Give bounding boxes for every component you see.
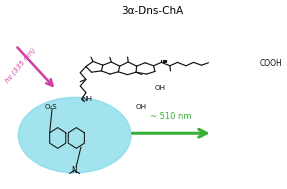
Circle shape <box>18 97 131 173</box>
Text: N: N <box>71 166 77 175</box>
Text: ~ 510 nm: ~ 510 nm <box>150 112 192 121</box>
Text: OH: OH <box>135 104 146 110</box>
Text: hν (335 nm): hν (335 nm) <box>4 47 37 84</box>
Text: COOH: COOH <box>259 59 282 68</box>
Text: NH: NH <box>82 96 93 102</box>
Text: 3α-Dns-ChA: 3α-Dns-ChA <box>121 6 183 16</box>
Text: O₂S: O₂S <box>45 104 58 110</box>
Text: OH: OH <box>155 85 166 91</box>
